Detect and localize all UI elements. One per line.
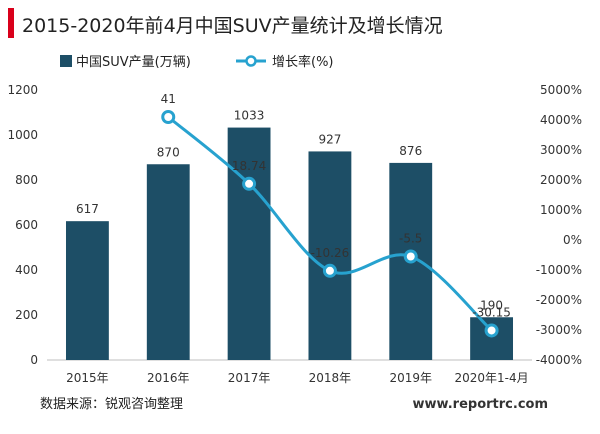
- legend: 中国SUV产量(万辆) 增长率(%): [60, 54, 334, 70]
- data-labels: 617 870 1033 927 876 190 41 18.74 -10.26 -5.5 -30.…: [76, 92, 511, 319]
- growth-rate-marker: [484, 323, 499, 338]
- growth-rate-marker: [161, 110, 176, 124]
- x-tick-label: 2018年: [309, 371, 352, 385]
- bar: [146, 164, 190, 360]
- bar-value-label: 1033: [234, 109, 265, 123]
- growth-rate-marker: [242, 176, 257, 191]
- chart-title: 2015-2020年前4月中国SUV产量统计及增长情况: [22, 15, 443, 37]
- bar-value-label: 870: [157, 145, 180, 159]
- left-tick-label: 1000: [7, 128, 38, 142]
- bar-value-label: 876: [399, 144, 422, 158]
- right-tick-label: 2000%: [540, 173, 582, 187]
- bar-value-label: 927: [318, 132, 341, 146]
- legend-line-label: 增长率(%): [272, 54, 334, 70]
- bar: [308, 151, 352, 360]
- right-tick-label: -4000%: [536, 353, 582, 367]
- x-tick-label: 2017年: [228, 371, 271, 385]
- bar: [65, 221, 109, 360]
- source-note: 数据来源：锐观咨询整理: [40, 397, 183, 412]
- bar-value-label: 617: [76, 202, 99, 216]
- right-tick-label: -3000%: [536, 323, 582, 337]
- left-tick-label: 200: [15, 308, 38, 322]
- growth-rate-label: -5.5: [399, 232, 422, 246]
- left-tick-label: 1200: [7, 83, 38, 97]
- x-tick-label: 2016年: [147, 371, 190, 385]
- right-tick-label: 3000%: [540, 143, 582, 157]
- right-tick-label: 1000%: [540, 203, 582, 217]
- x-tick-label: 2019年: [389, 371, 432, 385]
- left-tick-label: 400: [15, 263, 38, 277]
- bar-value-label: 190: [480, 298, 503, 312]
- right-tick-label: 0%: [563, 233, 582, 247]
- watermark: www.reportrc.com: [413, 397, 548, 412]
- bar: [227, 127, 271, 360]
- growth-rate-label: 41: [161, 92, 176, 106]
- right-tick-label: -2000%: [536, 293, 582, 307]
- legend-line-marker: [245, 55, 257, 67]
- growth-rate-label: 18.74: [232, 159, 266, 173]
- legend-bar-label: 中国SUV产量(万辆): [76, 55, 191, 70]
- left-tick-label: 800: [15, 173, 38, 187]
- right-tick-label: 4000%: [540, 113, 582, 127]
- growth-rate-marker: [403, 249, 418, 264]
- left-tick-label: 600: [15, 218, 38, 232]
- left-tick-label: 0: [30, 353, 38, 367]
- right-tick-label: 5000%: [540, 83, 582, 97]
- growth-rate-label: -10.26: [311, 246, 350, 260]
- growth-rate-label: -30.15: [472, 305, 511, 319]
- x-tick-label: 2015年: [66, 371, 109, 385]
- x-tick-label: 2020年1-4月: [455, 371, 529, 385]
- axes: 0 200 400 600 800 1000 1200 -4000% -3000% -2000% -…: [7, 83, 582, 385]
- title-accent-bar: [8, 8, 14, 38]
- growth-rate-marker: [322, 263, 337, 278]
- legend-bar-swatch: [60, 55, 72, 67]
- right-tick-label: -1000%: [536, 263, 582, 277]
- line-layer: [161, 110, 499, 338]
- bars: [65, 127, 514, 360]
